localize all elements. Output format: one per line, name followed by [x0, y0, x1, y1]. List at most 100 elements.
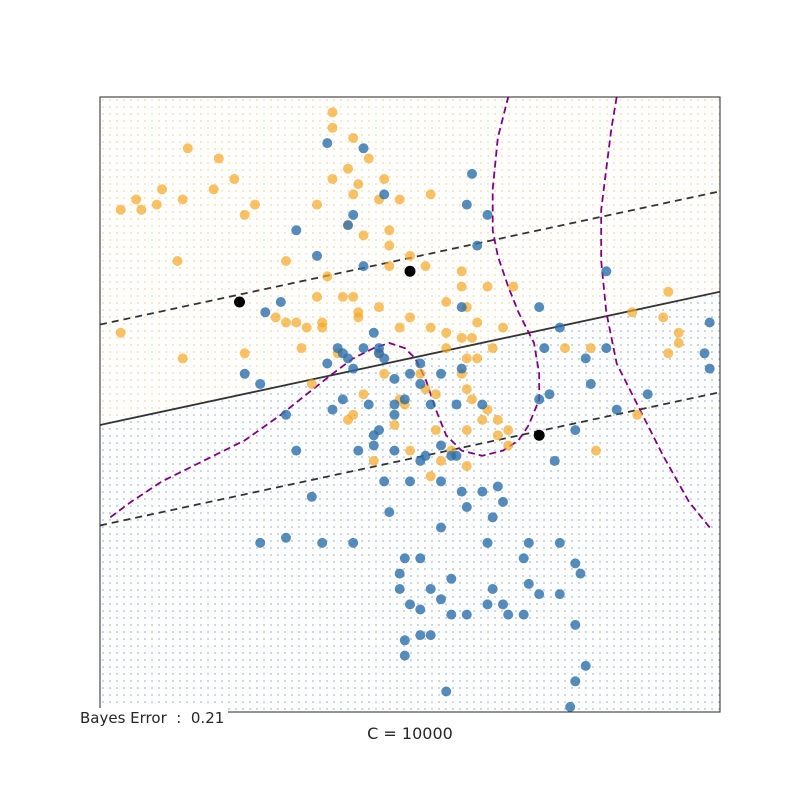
orange-point-11 — [239, 209, 250, 220]
orange-point-107 — [663, 348, 674, 359]
orange-point-56 — [306, 379, 317, 389]
orange-point-49 — [353, 312, 364, 323]
blue-point-58 — [498, 496, 508, 507]
blue-point-38 — [436, 368, 446, 379]
bayes-error-value: 0.21 — [190, 709, 225, 727]
blue-point-89 — [503, 609, 514, 620]
orange-point-32 — [425, 189, 436, 200]
blue-point-79 — [518, 609, 529, 620]
blue-point-74 — [487, 584, 498, 594]
blue-point-48 — [456, 302, 467, 313]
blue-point-31 — [281, 409, 291, 420]
support-vector-1 — [234, 296, 245, 308]
blue-point-120 — [446, 573, 457, 584]
orange-point-1 — [157, 184, 167, 195]
blue-point-69 — [394, 568, 405, 579]
orange-point-8 — [177, 194, 188, 205]
orange-point-14 — [115, 327, 126, 338]
orange-point-89 — [430, 425, 441, 436]
blue-point-88 — [482, 599, 493, 610]
blue-point-15 — [368, 327, 379, 338]
blue-point-57 — [492, 481, 503, 492]
orange-point-62 — [441, 297, 452, 307]
orange-point-86 — [492, 430, 503, 441]
blue-point-82 — [523, 578, 534, 589]
blue-point-73 — [405, 599, 415, 610]
blue-point-7 — [312, 250, 322, 261]
orange-region-dots — [102, 99, 720, 423]
orange-point-20 — [343, 163, 353, 174]
blue-point-27 — [327, 404, 338, 415]
blue-point-93 — [451, 450, 462, 461]
orange-point-12 — [250, 199, 260, 210]
blue-point-41 — [415, 358, 426, 369]
blue-point-59 — [415, 455, 426, 466]
bayes-boundary-curve-2 — [600, 97, 711, 529]
orange-point-48 — [374, 302, 384, 313]
blue-point-44 — [467, 168, 477, 179]
orange-point-30 — [394, 194, 405, 205]
blue-point-104 — [534, 394, 545, 405]
orange-point-64 — [405, 312, 415, 323]
orange-point-105 — [673, 327, 684, 338]
blue-point-13 — [358, 343, 369, 354]
blue-point-28 — [374, 425, 384, 436]
blue-point-61 — [436, 476, 446, 487]
orange-point-78 — [467, 394, 477, 405]
orange-point-82 — [503, 425, 514, 436]
blue-point-47 — [472, 240, 483, 251]
blue-point-97 — [601, 343, 612, 354]
blue-point-85 — [482, 537, 493, 548]
blue-point-3 — [379, 189, 390, 200]
orange-point-43 — [281, 317, 291, 328]
orange-point-85 — [461, 461, 472, 471]
blue-point-21 — [389, 409, 400, 420]
orange-point-44 — [291, 317, 302, 328]
blue-point-9 — [275, 297, 286, 307]
orange-point-96 — [368, 455, 379, 466]
blue-point-36 — [425, 399, 436, 410]
orange-point-16 — [239, 348, 250, 359]
orange-point-2 — [208, 184, 219, 195]
blue-point-62 — [461, 502, 472, 512]
blue-point-19 — [337, 394, 348, 405]
blue-point-96 — [580, 353, 591, 364]
orange-point-38 — [337, 291, 348, 302]
orange-point-88 — [436, 455, 446, 466]
blue-point-71 — [425, 584, 436, 594]
orange-point-34 — [384, 261, 395, 272]
orange-point-25 — [312, 199, 322, 210]
blue-point-99 — [611, 404, 622, 415]
blue-point-1 — [322, 138, 333, 149]
blue-point-117 — [441, 686, 452, 697]
blue-point-6 — [291, 225, 302, 236]
orange-point-27 — [348, 189, 359, 200]
blue-point-66 — [255, 537, 266, 548]
blue-point-115 — [570, 676, 581, 687]
blue-point-49 — [456, 363, 467, 374]
orange-point-102 — [627, 307, 638, 318]
orange-point-42 — [270, 312, 281, 323]
blue-point-72 — [436, 594, 446, 605]
orange-point-13 — [172, 256, 183, 266]
blue-point-4 — [348, 209, 359, 220]
blue-point-81 — [534, 589, 545, 600]
blue-point-16 — [337, 348, 348, 359]
support-vectors — [234, 265, 545, 441]
plot-frame — [99, 96, 721, 713]
blue-point-112 — [554, 589, 565, 600]
orange-point-75 — [472, 353, 483, 364]
blue-point-90 — [425, 630, 436, 641]
blue-point-30 — [306, 491, 317, 502]
orange-point-50 — [394, 322, 405, 333]
orange-point-83 — [461, 425, 472, 436]
blue-point-86 — [518, 553, 529, 564]
orange-point-23 — [327, 174, 338, 184]
blue-point-45 — [461, 199, 472, 210]
orange-point-45 — [301, 322, 312, 333]
blue-point-46 — [482, 209, 493, 220]
blue-point-50 — [451, 399, 462, 410]
blue-point-84 — [554, 537, 565, 548]
orange-point-106 — [673, 338, 684, 348]
blue-point-56 — [477, 486, 488, 497]
